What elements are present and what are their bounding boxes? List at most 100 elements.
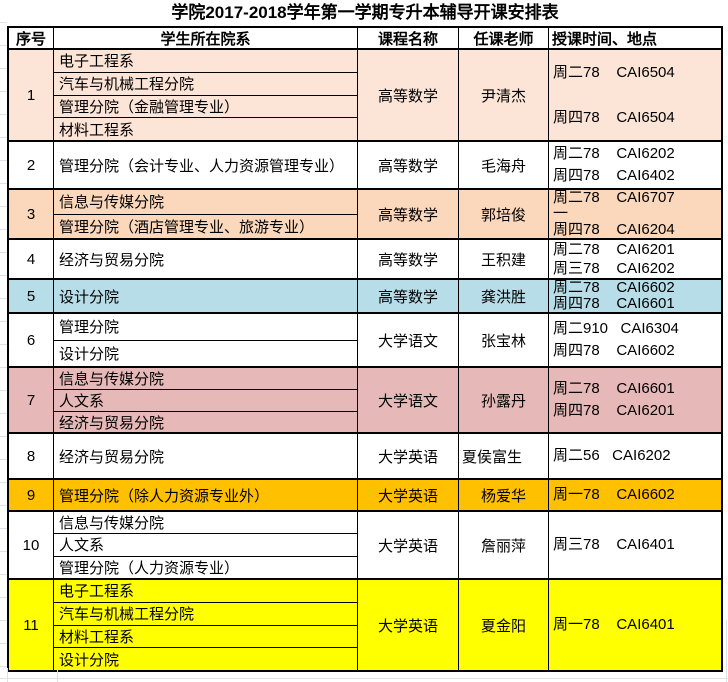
row-number-cell[interactable]: 5 [9,280,54,312]
schedule-cell[interactable]: 周一78 CAI6602 [549,480,721,510]
table-row: 3 信息与传媒分院 管理分院（酒店管理专业、旅游专业） 高等数学 郭培俊 周二78 CAI… [9,190,721,240]
course-cell[interactable]: 大学英语 [358,480,459,510]
teacher-cell[interactable]: 夏侯富生 [459,434,549,478]
department-item[interactable]: 经济与贸易分院 [59,251,165,269]
schedule-line: 周二78 CAI6202 [553,145,675,162]
course-cell[interactable]: 高等数学 [358,240,459,278]
schedule-line: 一 [553,205,569,222]
department-item[interactable]: 设计分院 [59,345,120,363]
departments-cell: 信息与传媒分院 人文系管理分院（人力资源专业） [54,512,358,578]
department-item[interactable]: 信息与传媒分院 [54,368,357,390]
schedule-line: 周二78 CAI6504 [553,63,675,81]
row-number-cell[interactable]: 8 [9,434,54,478]
department-item[interactable]: 管理分院 [54,314,357,341]
schedule-table-area: 学院2017-2018学年第一学期专升本辅导开课安排表 序号 学生所在院系 课程… [7,0,723,672]
course-cell[interactable]: 高等数学 [358,280,459,312]
course-cell[interactable]: 大学英语 [358,580,459,670]
schedule-cell[interactable]: 周二78 CAI6202 周四78 CAI6402 [549,142,721,188]
column-header-teacher[interactable]: 任课老师 [459,28,549,48]
row-number-cell[interactable]: 4 [9,240,54,278]
department-item[interactable]: 经济与贸易分院 [59,415,165,432]
teacher-cell[interactable]: 夏金阳 [459,580,549,670]
schedule-line: 周四78 CAI6504 [553,108,675,126]
department-item[interactable]: 信息与传媒分院 [54,512,357,535]
departments-cell: 信息与传媒分院管理分院（酒店管理专业、旅游专业） [54,190,358,238]
teacher-cell[interactable]: 龚洪胜 [459,280,549,312]
course-cell[interactable]: 高等数学 [358,190,459,238]
table-row: 2 管理分院（会计专业、人力资源管理专业） 高等数学 毛海舟 周二78 CAI6202 周… [9,142,721,190]
department-item[interactable]: 管理分院（会计专业、人力资源管理专业） [59,157,345,175]
teacher-cell[interactable]: 郭培俊 [459,190,549,238]
department-item[interactable]: 管理分院（金融管理专业） [54,96,357,119]
departments-cell: 经济与贸易分院 [54,240,358,278]
schedule-cell[interactable]: 周二78 CAI6504 周四78 CAI6504 [549,50,721,140]
table-row: 11 电子工程系 汽车与机械工程分院 材料工程系 设计分院 大学英语 夏金阳 周一78 CAI… [9,580,721,670]
column-header-schedule[interactable]: 授课时间、地点 [552,30,658,48]
departments-cell: 电子工程系 汽车与机械工程分院 管理分院（金融管理专业） 材料工程系 [54,50,358,140]
row-number-cell[interactable]: 3 [9,190,54,238]
column-header-course[interactable]: 课程名称 [358,28,459,48]
schedule-cell[interactable]: 周三78 CAI6401 [549,512,721,578]
row-number-cell[interactable]: 6 [9,314,54,366]
course-cell[interactable]: 高等数学 [358,142,459,188]
schedule-cell[interactable]: 周二56 CAI6202 [549,434,721,478]
schedule-line: 周一78 CAI6401 [553,616,675,633]
course-cell[interactable]: 大学英语 [358,434,459,478]
schedule-line: 周四78 CAI6201 [553,402,675,419]
teacher-cell[interactable]: 张宝林 [459,314,549,366]
teacher-cell[interactable]: 孙露丹 [459,368,549,432]
department-item[interactable]: 汽车与机械工程分院 [54,73,357,96]
department-item[interactable]: 管理分院（酒店管理专业、旅游专业） [59,218,315,236]
schedule-line: 周二56 CAI6202 [553,447,671,464]
course-cell[interactable]: 大学语文 [358,314,459,366]
schedule-table: 序号 学生所在院系 课程名称 任课老师 授课时间、地点 1 电子工程系 汽车与机械工… [7,26,723,672]
row-number-cell[interactable]: 10 [9,512,54,578]
table-row: 4 经济与贸易分院 高等数学 王积建 周二78 CAI6201 周三78 CAI6202 [9,240,721,280]
schedule-cell[interactable]: 周二78 CAI6707 一周四78 CAI6204 [549,190,721,238]
teacher-cell[interactable]: 毛海舟 [459,142,549,188]
schedule-cell[interactable]: 周二78 CAI6602 周四78 CAI6601 [549,280,721,312]
department-item[interactable]: 管理分院（除人力资源专业外） [59,487,270,505]
department-item[interactable]: 管理分院（人力资源专业） [59,559,240,577]
gridline-stub-1 [7,668,8,682]
teacher-cell[interactable]: 尹清杰 [459,50,549,140]
departments-cell: 管理分院（会计专业、人力资源管理专业） [54,142,358,188]
department-item[interactable]: 经济与贸易分院 [59,448,165,466]
schedule-cell[interactable]: 周二78 CAI6201 周三78 CAI6202 [549,240,721,278]
schedule-line: 周三78 CAI6202 [553,260,675,277]
department-item[interactable]: 设计分院 [59,651,120,669]
schedule-cell[interactable]: 周二910 CAI6304 周四78 CAI6602 [549,314,721,366]
row-number-cell[interactable]: 11 [9,580,54,670]
gridline-stub-right [726,620,727,682]
department-item[interactable]: 信息与传媒分院 [54,190,357,215]
teacher-cell[interactable]: 杨爱华 [459,480,549,510]
department-item[interactable]: 汽车与机械工程分院 [54,603,357,626]
table-row: 6 管理分院设计分院 大学语文 张宝林 周二910 CAI6304 周四78 CAI660… [9,314,721,368]
department-item[interactable]: 电子工程系 [54,50,357,73]
row-number-cell[interactable]: 9 [9,480,54,510]
department-item[interactable]: 材料工程系 [59,121,135,139]
department-item[interactable]: 人文系 [54,534,357,557]
column-header-no[interactable]: 序号 [9,28,54,48]
schedule-line: 周四78 CAI6601 [553,295,675,312]
row-number-cell[interactable]: 1 [9,50,54,140]
course-cell[interactable]: 大学语文 [358,368,459,432]
department-item[interactable]: 设计分院 [59,288,120,306]
department-item[interactable]: 材料工程系 [54,626,357,649]
schedule-cell[interactable]: 周一78 CAI6401 [549,580,721,670]
row-number-cell[interactable]: 7 [9,368,54,432]
departments-cell: 电子工程系 汽车与机械工程分院 材料工程系设计分院 [54,580,358,670]
schedule-cell[interactable]: 周二78 CAI6601 周四78 CAI6201 [549,368,721,432]
column-header-dept[interactable]: 学生所在院系 [54,28,358,48]
teacher-cell[interactable]: 詹丽萍 [459,512,549,578]
schedule-line: 周二78 CAI6602 [553,280,675,296]
course-cell[interactable]: 高等数学 [358,50,459,140]
department-item[interactable]: 人文系 [54,390,357,412]
table-row: 9 管理分院（除人力资源专业外） 大学英语 杨爱华 周一78 CAI6602 [9,480,721,512]
department-item[interactable]: 电子工程系 [54,580,357,603]
row-number-cell[interactable]: 2 [9,142,54,188]
table-row: 7 信息与传媒分院 人文系经济与贸易分院 大学语文 孙露丹 周二78 CAI6601 周四7… [9,368,721,434]
teacher-cell[interactable]: 王积建 [459,240,549,278]
course-cell[interactable]: 大学英语 [358,512,459,578]
schedule-line: 周四78 CAI6402 [553,167,675,184]
